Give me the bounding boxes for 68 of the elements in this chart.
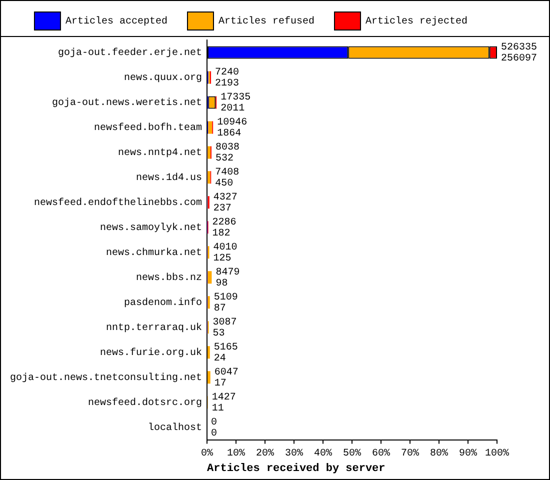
annotation: 7240 <box>215 68 240 79</box>
x-tick-label: 100% <box>484 448 510 460</box>
annotation: 2011 <box>220 104 245 115</box>
x-tick-label: 10% <box>227 448 246 460</box>
x-tick-label: 80% <box>430 448 448 460</box>
annotation: 98 <box>216 278 228 290</box>
y-tick-label: localhost <box>148 422 202 434</box>
annotation: 450 <box>215 178 234 190</box>
annotation: 125 <box>213 254 232 265</box>
annotation: 5165 <box>214 342 238 354</box>
annotation: 2193 <box>215 78 240 90</box>
y-tick-label: news.bbs.nz <box>136 272 202 284</box>
annotation: 2286 <box>212 218 236 229</box>
annotation: 237 <box>213 204 232 215</box>
x-tick-label: 90% <box>458 448 478 460</box>
annotation: 8479 <box>216 268 240 279</box>
annotation: 182 <box>212 228 230 240</box>
bar <box>207 271 212 284</box>
x-tick-label: 50% <box>343 448 362 460</box>
annotation: 7408 <box>215 168 240 179</box>
annotation: 1427 <box>212 392 236 404</box>
y-tick-label: goja-out.news.weretis.net <box>52 97 202 110</box>
bar <box>208 371 210 384</box>
annotation: 10946 <box>217 118 248 129</box>
annotation: 24 <box>214 353 226 364</box>
annotation: 0 <box>211 417 218 428</box>
x-axis-title: Articles received by server <box>207 463 386 476</box>
legend-label: Articles refused <box>218 16 315 28</box>
annotation: 4327 <box>213 192 238 204</box>
annotation: 8038 <box>215 142 240 154</box>
annotation: 526335 <box>501 42 538 54</box>
annotation: 11 <box>212 403 224 414</box>
y-tick-label: news.chmurka.net <box>106 247 202 260</box>
y-tick-label: news.nntp4.net <box>118 148 202 160</box>
x-tick-label: 0% <box>201 448 214 460</box>
y-tick-label: nntp.terraraq.uk <box>106 322 202 334</box>
y-tick-label: pasdenom.info <box>124 297 202 310</box>
annotation: 6047 <box>214 367 238 378</box>
y-tick-label: news.samoylyk.net <box>100 222 202 234</box>
annotation: 1864 <box>217 128 242 140</box>
x-tick-label: 40% <box>314 448 332 460</box>
bar <box>207 171 210 184</box>
x-tick-label: 60% <box>372 448 390 460</box>
annotation: 532 <box>215 154 234 165</box>
annotation: 17 <box>214 378 226 390</box>
annotation: 0 <box>211 428 218 440</box>
y-tick-label: newsfeed.dotsrc.org <box>88 396 202 409</box>
annotation: 5109 <box>214 292 238 304</box>
x-tick-label: 70% <box>401 448 420 460</box>
y-tick-label: goja-out.news.tnetconsulting.net <box>10 372 202 384</box>
legend-label: Articles rejected <box>366 16 468 28</box>
annotation: 87 <box>214 304 226 315</box>
annotation: 3087 <box>212 317 237 328</box>
bar <box>207 146 211 159</box>
annotation: 53 <box>212 328 225 340</box>
y-tick-label: news.quux.org <box>124 73 202 84</box>
y-tick-label: news.1d4.us <box>136 172 202 184</box>
x-tick-label: 20% <box>256 448 274 460</box>
annotation: 4010 <box>213 242 238 254</box>
x-tick-label: 30% <box>285 448 304 460</box>
annotation: 17335 <box>220 92 251 104</box>
y-tick-label: newsfeed.bofh.team <box>94 122 202 134</box>
y-tick-label: newsfeed.endofthelinebbs.com <box>34 197 202 210</box>
y-tick-label: news.furie.org.uk <box>100 346 202 359</box>
y-tick-label: goja-out.feeder.erje.net <box>58 47 202 60</box>
legend-label: Articles accepted <box>65 16 168 28</box>
annotation: 256097 <box>501 54 538 65</box>
bar <box>208 121 212 134</box>
